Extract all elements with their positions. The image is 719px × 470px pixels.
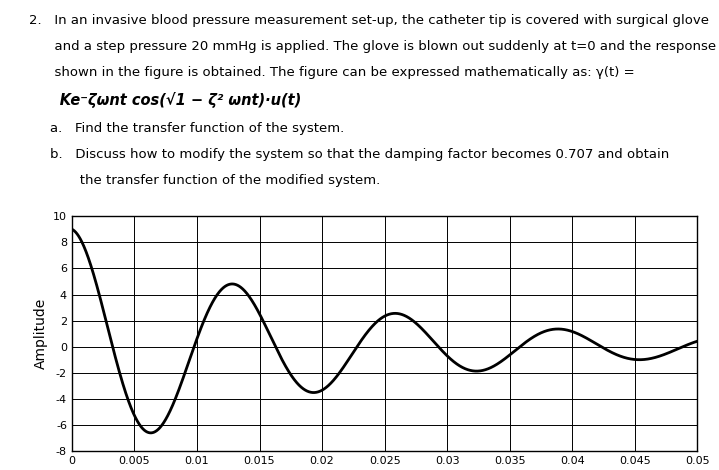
Text: Ke⁻ζωnt cos(√1 − ζ² ωnt)·u(t): Ke⁻ζωnt cos(√1 − ζ² ωnt)·u(t) [29, 92, 301, 108]
Text: b.   Discuss how to modify the system so that the damping factor becomes 0.707 a: b. Discuss how to modify the system so t… [50, 148, 669, 161]
Text: 2.   In an invasive blood pressure measurement set-up, the catheter tip is cover: 2. In an invasive blood pressure measure… [29, 14, 709, 27]
Y-axis label: Amplitude: Amplitude [34, 298, 47, 369]
Text: and a step pressure 20 mmHg is applied. The glove is blown out suddenly at t=0 a: and a step pressure 20 mmHg is applied. … [29, 40, 716, 53]
Text: a.   Find the transfer function of the system.: a. Find the transfer function of the sys… [50, 122, 344, 135]
Text: the transfer function of the modified system.: the transfer function of the modified sy… [50, 174, 380, 187]
Text: shown in the figure is obtained. The figure can be expressed mathematically as: : shown in the figure is obtained. The fig… [29, 66, 634, 79]
